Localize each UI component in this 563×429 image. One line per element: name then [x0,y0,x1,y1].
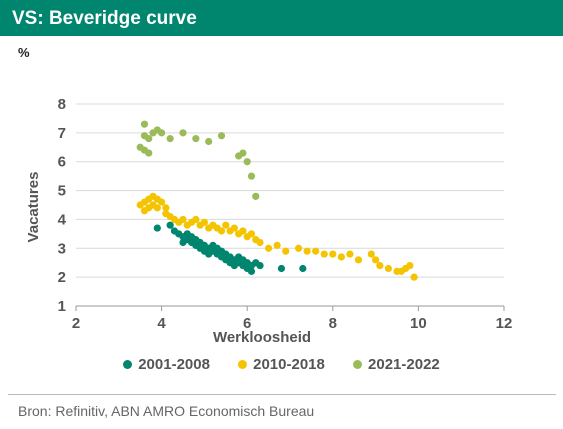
chart-legend: 2001-2008 2010-2018 2021-2022 [0,356,563,380]
data-point [346,250,354,258]
y-tick-label: 7 [58,125,66,142]
data-point [179,129,187,137]
x-tick-label: 12 [496,315,513,332]
data-point [256,262,264,270]
data-point [294,244,303,252]
y-tick-label: 2 [58,269,66,286]
data-point [145,135,153,143]
data-point [145,149,153,157]
data-point [243,158,251,166]
chart-header: VS: Beveridge curve [0,0,563,36]
data-point [320,250,328,258]
data-point [140,120,149,128]
data-point [239,227,247,235]
data-point [179,215,187,224]
data-point [312,247,320,255]
legend-item-2010-2018: 2010-2018 [238,356,325,373]
data-point [282,247,290,255]
data-point [273,241,281,249]
y-tick-label: 3 [58,240,66,257]
data-point [217,132,226,140]
data-point [247,267,256,275]
data-point [376,262,384,270]
chart-title: VS: Beveridge curve [12,8,197,29]
legend-marker-icon [123,359,133,369]
data-point [166,221,174,229]
data-point [162,204,170,212]
x-tick-label: 8 [329,315,337,332]
data-point [205,137,213,146]
data-point [247,230,256,238]
source-note: Bron: Refinitiv, ABN AMRO Economisch Bur… [18,403,315,419]
legend-marker-icon [353,359,363,369]
grid-lines [75,103,505,311]
data-point [299,264,307,273]
data-point [166,135,174,143]
y-tick-label: 6 [58,154,66,171]
data-point [153,204,161,212]
legend-item-2001-2008: 2001-2008 [123,356,210,373]
data-point [222,221,230,229]
legend-item-2021-2022: 2021-2022 [353,356,440,373]
y-tick-label: 8 [58,96,66,113]
data-point [337,253,345,261]
data-point [303,247,311,255]
y-axis-label: Vacatures [25,172,42,243]
data-point [252,192,260,200]
data-point [354,256,363,264]
data-point [200,218,208,226]
y-tick-label: 1 [58,298,66,315]
data-point [265,244,273,252]
data-point [372,256,380,264]
data-point [158,129,166,137]
data-point [406,262,414,270]
data-point [384,264,393,273]
data-point [410,273,418,281]
x-tick-label: 6 [243,315,251,332]
y-tick-labels: 1 2 3 4 5 6 7 8 [58,96,67,315]
legend-label: 2010-2018 [253,356,325,373]
source-divider [8,394,556,395]
data-point [230,224,238,232]
data-point [239,149,247,157]
data-point [277,264,286,273]
data-point [256,238,264,247]
data-point [153,224,161,232]
y-tick-label: 5 [58,183,66,200]
x-tick-label: 10 [410,315,427,332]
x-axis-label: Werkloosheid [213,329,311,346]
data-points [136,120,418,281]
data-point [192,135,200,143]
data-point [329,250,337,258]
x-tick-label: 4 [157,315,166,332]
data-point [158,198,166,206]
legend-label: 2021-2022 [368,356,440,373]
y-unit-label: % [18,45,30,60]
legend-label: 2001-2008 [138,356,210,373]
data-point [217,227,226,235]
data-point [192,215,200,224]
x-tick-label: 2 [72,315,80,332]
data-point [367,250,375,258]
data-point [247,172,256,180]
x-tick-labels: 2 4 6 8 10 12 [72,315,513,332]
y-tick-label: 4 [58,211,67,228]
legend-marker-icon [238,359,248,369]
